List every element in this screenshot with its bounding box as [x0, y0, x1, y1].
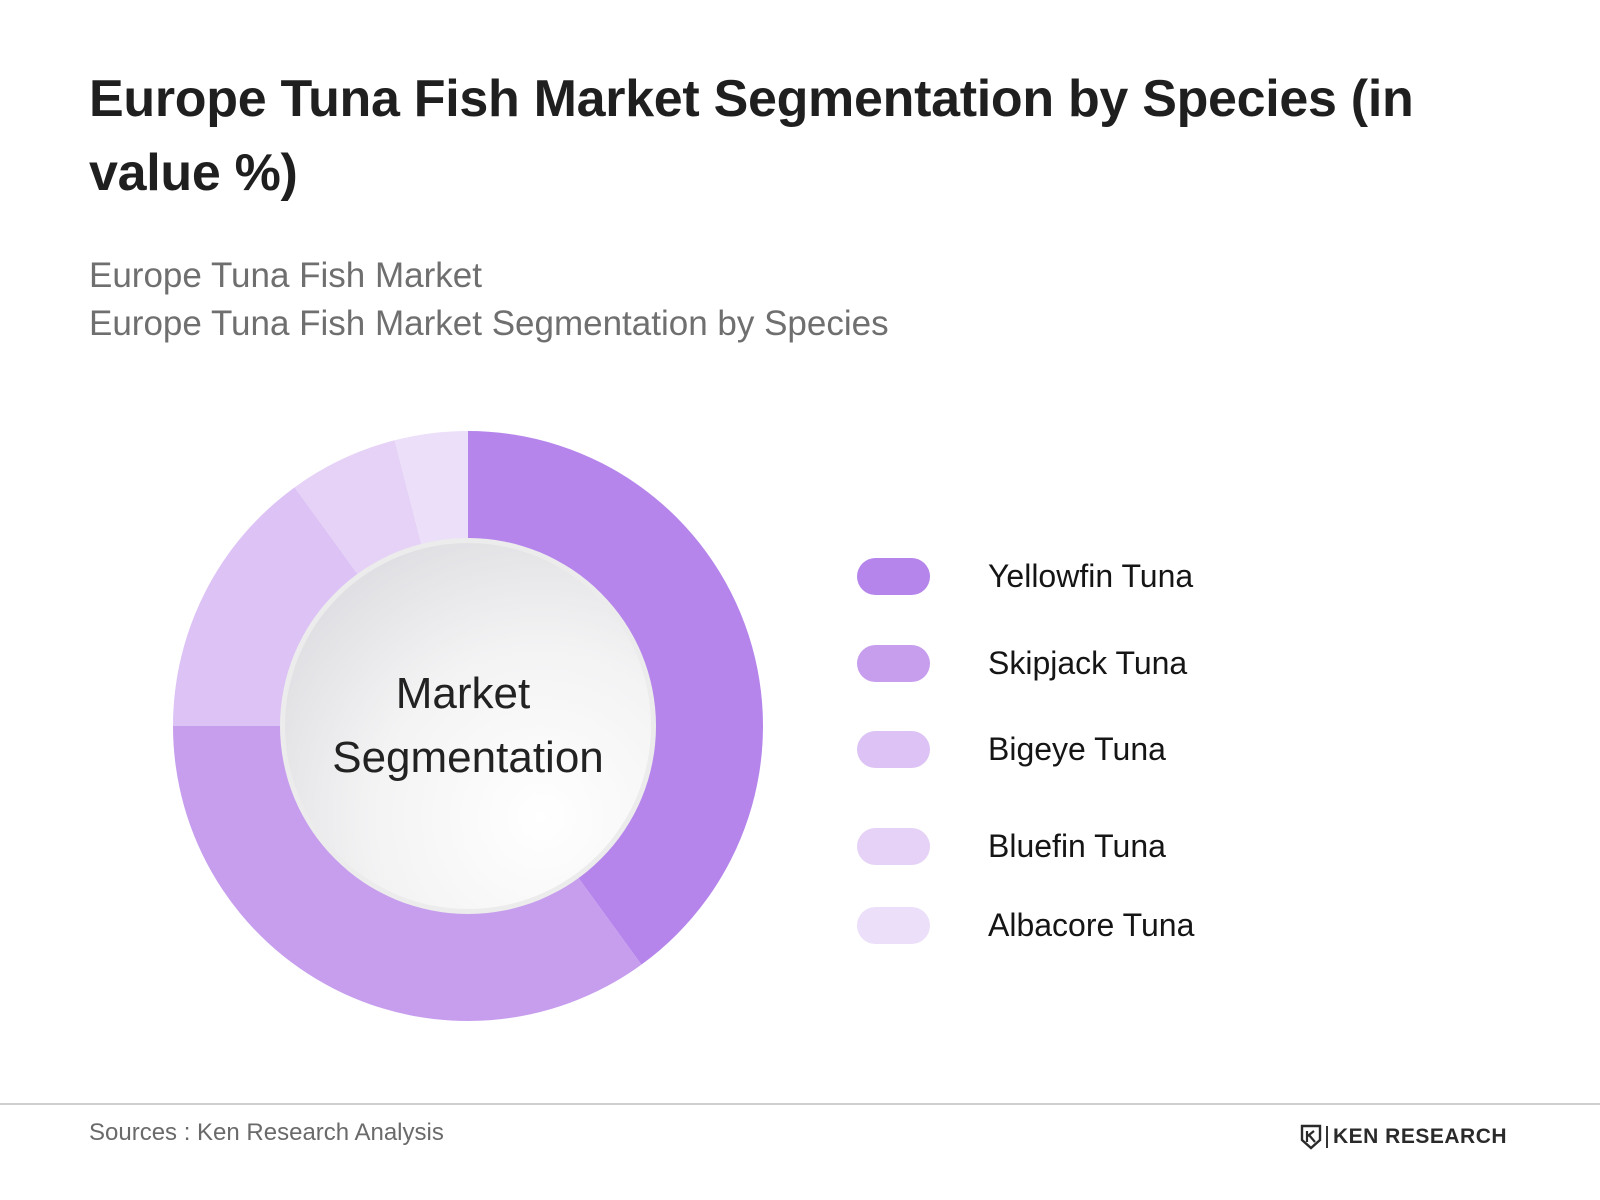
- slice-bluefin-tuna: [294, 440, 422, 577]
- slice-bigeye-tuna: [173, 487, 360, 726]
- subtitle-line-2: Europe Tuna Fish Market Segmentation by …: [89, 304, 889, 343]
- chart-title: Europe Tuna Fish Market Segmentation by …: [89, 70, 1414, 202]
- brand-separator: [1326, 1126, 1328, 1148]
- legend-item-bigeye-tuna: Bigeye Tuna: [857, 729, 1166, 769]
- subtitle-line-1: Europe Tuna Fish Market: [89, 256, 482, 295]
- center-label-line-1: Market: [396, 669, 530, 718]
- legend-label: Bigeye Tuna: [988, 730, 1166, 767]
- donut-center-disc: [285, 543, 651, 909]
- chart-subtitle: Europe Tuna Fish Market Europe Tuna Fish…: [89, 252, 889, 348]
- slice-yellowfin-tuna: [468, 431, 764, 965]
- legend-label: Bluefin Tuna: [988, 827, 1166, 864]
- legend-swatch: [857, 906, 930, 944]
- center-label-line-2: Segmentation: [332, 733, 604, 782]
- ken-research-logo-icon: [1300, 1124, 1322, 1150]
- footer-divider: [0, 1103, 1600, 1105]
- legend-item-albacore-tuna: Albacore Tuna: [857, 905, 1194, 945]
- legend-swatch: [857, 730, 930, 768]
- legend-swatch: [857, 644, 930, 682]
- legend-item-yellowfin-tuna: Yellowfin Tuna: [857, 556, 1193, 596]
- legend-item-skipjack-tuna: Skipjack Tuna: [857, 643, 1187, 683]
- brand-name: KEN RESEARCH: [1333, 1125, 1508, 1148]
- donut-chart: Market Segmentation: [173, 431, 764, 1022]
- legend-swatch: [857, 557, 930, 595]
- legend-label: Skipjack Tuna: [988, 644, 1188, 681]
- legend-swatch: [857, 827, 930, 865]
- legend-item-bluefin-tuna: Bluefin Tuna: [857, 826, 1166, 866]
- donut-slices: [173, 431, 764, 1022]
- slice-skipjack-tuna: [173, 726, 642, 1022]
- slice-albacore-tuna: [394, 431, 468, 547]
- source-note: Sources : Ken Research Analysis: [89, 1119, 444, 1146]
- legend-label: Yellowfin Tuna: [988, 557, 1194, 594]
- legend-label: Albacore Tuna: [988, 906, 1195, 943]
- brand-logo: KEN RESEARCH: [1300, 1124, 1507, 1150]
